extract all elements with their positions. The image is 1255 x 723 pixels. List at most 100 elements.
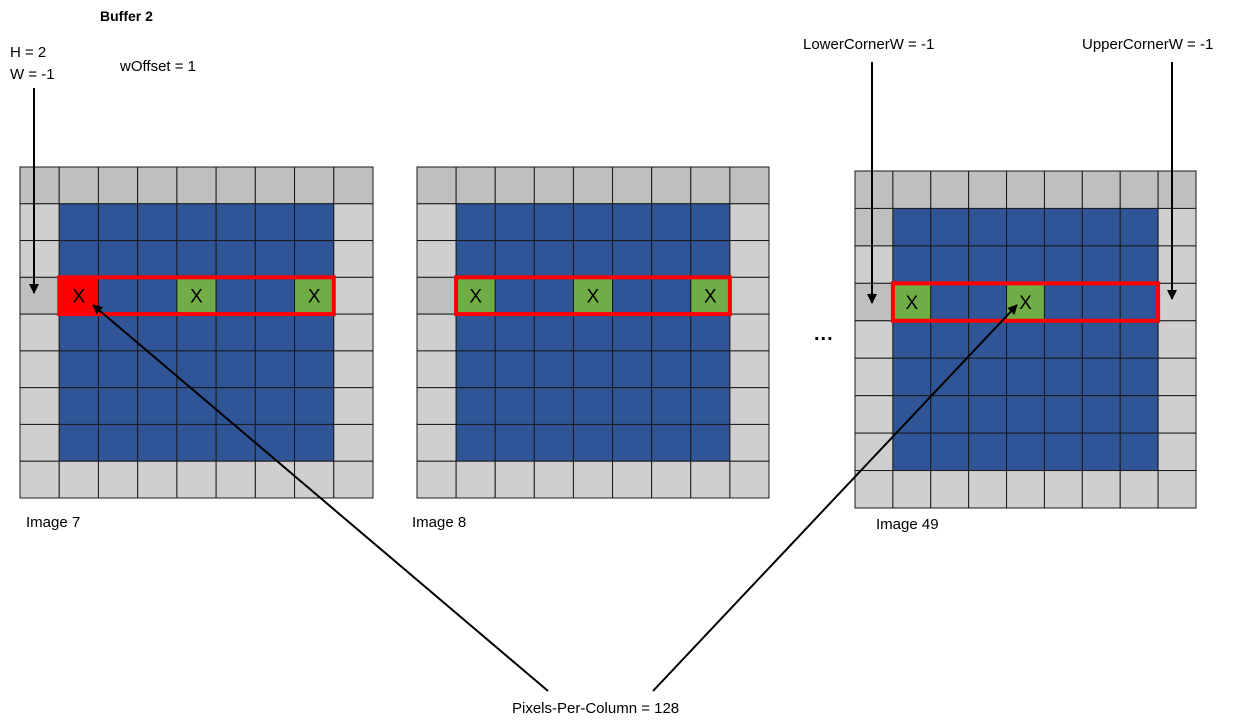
selected-pixel-cell [690, 276, 731, 315]
pixel-cell [690, 313, 731, 352]
padding-cell [19, 387, 60, 425]
pixel-cell [254, 240, 296, 278]
pixel-cell [572, 387, 614, 425]
pixel-cell [930, 320, 970, 359]
padding-cell [651, 460, 692, 499]
pixel-cell [968, 432, 1008, 472]
padding-cell [1157, 170, 1197, 209]
pixel-cell [892, 207, 932, 247]
buffer-title: Buffer 2 [100, 8, 153, 24]
pixel-cell [892, 245, 932, 284]
padding-cell [729, 460, 770, 499]
pixel-cell [97, 423, 139, 462]
padding-cell [416, 166, 457, 205]
padding-cell [729, 240, 770, 278]
padding-cell [215, 460, 256, 499]
pixel-mark: X [190, 287, 203, 308]
pixel-cell [1006, 357, 1045, 397]
pixel-cell [968, 395, 1008, 434]
pixel-cell [572, 350, 614, 389]
pixel-cell [1006, 395, 1045, 434]
padding-cell [729, 423, 770, 462]
pixel-cell [97, 203, 139, 242]
pixel-cell [254, 350, 296, 389]
padding-cell [1006, 470, 1045, 509]
pixels-per-column-arrow-right [652, 304, 1018, 692]
padding-cell [58, 166, 99, 205]
pixel-cell [455, 203, 496, 242]
pixel-cell [97, 240, 139, 278]
padding-cell [729, 276, 770, 315]
padding-cell [854, 282, 894, 322]
padding-cell [1157, 395, 1197, 434]
pixel-cell [97, 313, 139, 352]
padding-cell [1157, 357, 1197, 397]
pixel-mark: X [587, 287, 600, 308]
padding-cell [612, 166, 653, 205]
pixel-cell [533, 240, 574, 278]
padding-cell [254, 460, 296, 499]
pixel-cell [254, 313, 296, 352]
pixel-cell [1043, 207, 1083, 247]
pixel-cell [533, 387, 574, 425]
padding-cell [416, 350, 457, 389]
pixel-cell [690, 423, 731, 462]
padding-cell [729, 350, 770, 389]
highlight-row-box [57, 275, 336, 317]
pixel-mark: X [704, 287, 717, 308]
pixel-cell [1119, 282, 1159, 322]
pixel-cell [690, 387, 731, 425]
pixel-cell [533, 350, 574, 389]
pixel-cell [1081, 207, 1121, 247]
padding-cell [854, 395, 894, 434]
padding-cell [333, 423, 374, 462]
padding-cell [651, 166, 692, 205]
padding-cell [1081, 470, 1121, 509]
pixel-cell [137, 276, 178, 315]
padding-cell [729, 313, 770, 352]
pixel-cell [1043, 432, 1083, 472]
padding-cell [968, 170, 1008, 209]
padding-cell [1006, 170, 1045, 209]
pixel-cell [494, 240, 535, 278]
padding-cell [533, 460, 574, 499]
image-8-caption: Image 8 [412, 514, 467, 531]
padding-cell [137, 460, 178, 499]
pixel-cell [58, 240, 99, 278]
pixel-cell [968, 357, 1008, 397]
pixel-cell [494, 203, 535, 242]
pixel-cell [572, 240, 614, 278]
pixel-cell [1006, 207, 1045, 247]
pixel-cell [455, 313, 496, 352]
pixel-cell [215, 350, 256, 389]
pixel-cell [137, 350, 178, 389]
padding-cell [333, 460, 374, 499]
pixel-cell [930, 245, 970, 284]
pixel-cell [176, 423, 217, 462]
pixel-cell [690, 240, 731, 278]
pixel-mark: X [469, 287, 482, 308]
pixel-cell [215, 240, 256, 278]
pixel-cell [294, 423, 335, 462]
pixel-cell [294, 350, 335, 389]
padding-cell [215, 166, 256, 205]
pixel-cell [1006, 245, 1045, 284]
padding-cell [294, 166, 335, 205]
pixel-cell [533, 203, 574, 242]
padding-cell [333, 203, 374, 242]
padding-cell [854, 432, 894, 472]
pixel-cell [176, 240, 217, 278]
padding-cell [333, 240, 374, 278]
padding-cell [416, 203, 457, 242]
pixel-cell [572, 203, 614, 242]
pixel-cell [1119, 357, 1159, 397]
pixel-mark: X [905, 293, 918, 314]
padding-cell [1157, 245, 1197, 284]
padding-cell [533, 166, 574, 205]
pixel-cell [494, 276, 535, 315]
pixel-cell [892, 432, 932, 472]
pixel-cell [930, 207, 970, 247]
pixel-cell [254, 387, 296, 425]
pixel-cell [968, 207, 1008, 247]
pixel-cell [930, 395, 970, 434]
